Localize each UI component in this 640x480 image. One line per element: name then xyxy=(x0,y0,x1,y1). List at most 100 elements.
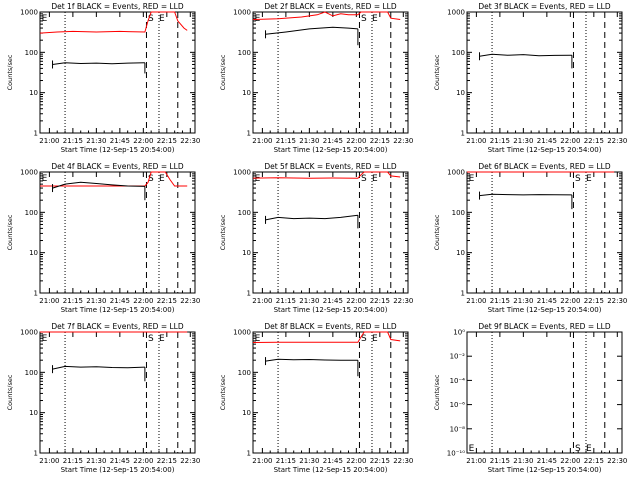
y-tick-label: 10 xyxy=(29,409,38,417)
x-tick-label: 22:00 xyxy=(346,137,366,145)
x-tick-label: 22:30 xyxy=(393,297,413,305)
x-tick-label: 22:00 xyxy=(560,297,580,305)
event-marker-E: E xyxy=(586,174,592,184)
event-marker-E: E xyxy=(42,14,48,24)
panel-det-8: Det 8f BLACK = Events, RED = LLD 1 10 100 10… xyxy=(219,322,413,474)
x-tick-label: 22:15 xyxy=(370,457,390,465)
x-tick-label: 21:45 xyxy=(323,137,343,145)
event-marker-E: E xyxy=(42,334,48,344)
x-tick-label: 21:30 xyxy=(513,297,533,305)
plot-frame xyxy=(466,171,623,294)
panel-title: Det 6f BLACK = Events, RED = LLD xyxy=(478,162,611,171)
y-axis-label: Counts/sec xyxy=(6,374,14,410)
x-tick-label: 21:45 xyxy=(537,297,557,305)
x-axis-label: Start Time (12-Sep-15 20:54:00) xyxy=(488,306,602,314)
y-tick-label: 1000 xyxy=(20,329,38,337)
event-marker-E: E xyxy=(372,334,378,344)
y-tick-label: 100 xyxy=(25,369,38,377)
panel-title: Det 1f BLACK = Events, RED = LLD xyxy=(51,2,184,11)
plot-frame xyxy=(252,171,409,294)
y-tick-label: 10⁻⁸ xyxy=(450,425,466,433)
y-tick-label: 1 xyxy=(247,450,251,458)
x-tick-label: 21:45 xyxy=(323,297,343,305)
x-tick-label: 21:15 xyxy=(276,297,296,305)
event-rate-series xyxy=(479,53,572,57)
event-marker-S: S xyxy=(575,174,581,184)
x-axis-label: Start Time (12-Sep-15 20:54:00) xyxy=(274,466,388,474)
y-tick-label: 100 xyxy=(238,209,251,217)
event-marker-E: E xyxy=(159,174,165,184)
y-tick-label: 1000 xyxy=(233,9,251,17)
x-tick-label: 22:00 xyxy=(560,137,580,145)
panel-title: Det 9f BLACK = Events, RED = LLD xyxy=(478,322,611,331)
lld-rate-series xyxy=(252,331,401,343)
x-tick-label: 22:15 xyxy=(157,457,177,465)
lld-rate-series xyxy=(39,11,188,34)
event-marker-S: S xyxy=(361,334,367,344)
x-tick-label: 21:00 xyxy=(252,137,272,145)
x-tick-label: 21:15 xyxy=(63,457,83,465)
panel-det-4: Det 4f BLACK = Events, RED = LLD 1 10 100 10… xyxy=(6,162,200,314)
y-tick-label: 1000 xyxy=(20,169,38,177)
x-tick-label: 21:45 xyxy=(110,457,130,465)
event-marker-E: E xyxy=(159,334,165,344)
event-marker-S: S xyxy=(361,14,367,24)
x-axis-label: Start Time (12-Sep-15 20:54:00) xyxy=(61,466,175,474)
panel-det-7: Det 7f BLACK = Events, RED = LLD 1 10 100 10… xyxy=(6,322,200,474)
y-tick-label: 100 xyxy=(452,209,465,217)
x-tick-label: 21:15 xyxy=(490,297,510,305)
x-tick-label: 21:00 xyxy=(466,137,486,145)
y-tick-label: 10 xyxy=(242,409,251,417)
y-tick-label: 1 xyxy=(461,130,465,138)
plot-frame xyxy=(252,11,409,134)
x-tick-label: 21:45 xyxy=(110,137,130,145)
x-tick-label: 21:30 xyxy=(86,297,106,305)
x-tick-label: 22:30 xyxy=(607,457,627,465)
x-tick-label: 21:30 xyxy=(513,137,533,145)
x-tick-label: 21:30 xyxy=(86,457,106,465)
event-marker-E: E xyxy=(42,174,48,184)
x-tick-label: 22:30 xyxy=(180,297,200,305)
x-tick-label: 21:30 xyxy=(299,297,319,305)
x-axis-label: Start Time (12-Sep-15 20:54:00) xyxy=(274,146,388,154)
x-tick-label: 21:45 xyxy=(323,457,343,465)
y-tick-label: 1 xyxy=(34,130,38,138)
event-marker-E: E xyxy=(586,444,592,454)
plot-frame xyxy=(39,331,196,454)
y-tick-label: 10 xyxy=(29,89,38,97)
event-marker-E: E xyxy=(372,174,378,184)
y-tick-label: 1000 xyxy=(447,9,465,17)
y-tick-label: 10 xyxy=(456,249,465,257)
event-rate-series xyxy=(479,193,572,197)
panel-title: Det 3f BLACK = Events, RED = LLD xyxy=(478,2,611,11)
x-axis-label: Start Time (12-Sep-15 20:54:00) xyxy=(61,306,175,314)
x-tick-label: 21:15 xyxy=(63,297,83,305)
y-tick-label: 1000 xyxy=(447,169,465,177)
y-tick-label: 10 xyxy=(29,249,38,257)
y-tick-label: 10 xyxy=(242,89,251,97)
panel-det-6: Det 6f BLACK = Events, RED = LLD 1 10 100 10… xyxy=(433,162,627,314)
x-tick-label: 22:00 xyxy=(133,297,153,305)
x-tick-label: 21:30 xyxy=(299,137,319,145)
event-marker-E: E xyxy=(469,174,475,184)
x-axis-label: Start Time (12-Sep-15 20:54:00) xyxy=(488,466,602,474)
y-tick-label: 1000 xyxy=(20,9,38,17)
event-marker-S: S xyxy=(148,14,154,24)
y-tick-label: 1 xyxy=(461,290,465,298)
y-tick-label: 1 xyxy=(247,130,251,138)
x-tick-label: 21:00 xyxy=(466,457,486,465)
y-tick-label: 10⁻² xyxy=(450,353,466,361)
event-rate-series xyxy=(52,181,145,189)
panel-det-2: Det 2f BLACK = Events, RED = LLD 1 10 100 10… xyxy=(219,2,413,154)
lld-rate-series xyxy=(40,171,188,187)
y-tick-label: 1 xyxy=(34,450,38,458)
x-axis-label: Start Time (12-Sep-15 20:54:00) xyxy=(488,146,602,154)
panel-det-9: Det 9f BLACK = Events, RED = LLD 10⁻¹⁰ 10⁻… xyxy=(433,322,627,474)
x-tick-label: 21:00 xyxy=(252,297,272,305)
plot-frame xyxy=(252,331,409,454)
x-axis-label: Start Time (12-Sep-15 20:54:00) xyxy=(274,306,388,314)
event-rate-series xyxy=(265,358,358,362)
plot-frame xyxy=(466,331,623,454)
x-tick-label: 22:00 xyxy=(133,457,153,465)
